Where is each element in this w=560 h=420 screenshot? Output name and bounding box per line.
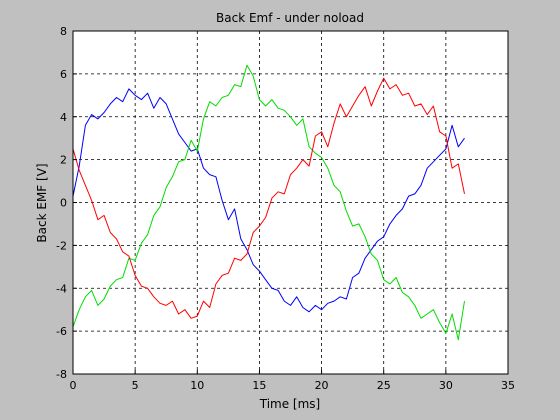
chart-title: Back Emf - under noload [216,11,364,25]
x-tick-label: 0 [70,379,77,392]
y-tick-label: -4 [56,282,67,295]
y-tick-label: -8 [56,368,67,381]
x-tick-label: 35 [501,379,515,392]
ticks: 0 5 10 15 20 25 30 35 -8 -6 -4 -2 0 2 4 6 8 [56,25,515,392]
y-tick-label: 2 [60,154,67,167]
series-line-3 [72,77,465,319]
x-tick-label: 15 [252,379,266,392]
series-line-1 [72,88,465,313]
x-tick-label: 5 [132,379,139,392]
series-layer [72,64,465,341]
y-tick-label: 8 [60,25,67,38]
x-tick-label: 10 [190,379,204,392]
y-tick-label: 6 [60,68,67,81]
x-tick-label: 20 [315,379,329,392]
y-tick-label: -6 [56,325,67,338]
y-tick-label: 0 [60,197,67,210]
x-axis-label: Time [ms] [259,397,321,411]
y-axis-label: Back EMF [V] [35,163,49,242]
x-tick-label: 25 [377,379,391,392]
y-tick-label: 4 [60,111,67,124]
series-line-2 [72,64,465,341]
x-tick-label: 30 [439,379,453,392]
y-tick-label: -2 [56,239,67,252]
